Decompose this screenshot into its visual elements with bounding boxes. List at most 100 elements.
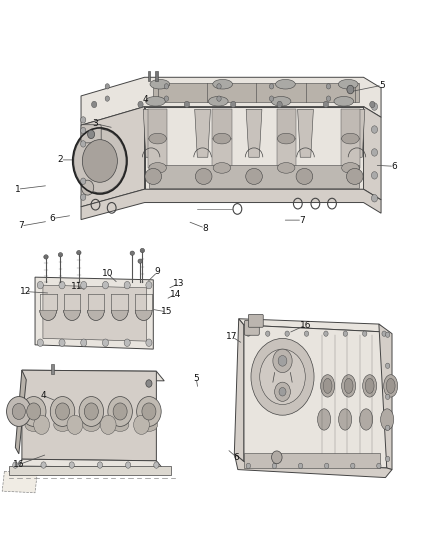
Circle shape	[146, 281, 152, 289]
Circle shape	[251, 338, 314, 415]
Polygon shape	[145, 107, 364, 189]
Text: 17: 17	[226, 333, 238, 341]
Polygon shape	[297, 109, 314, 157]
Ellipse shape	[150, 79, 170, 89]
Circle shape	[377, 463, 381, 469]
Circle shape	[265, 331, 270, 336]
Circle shape	[21, 397, 46, 426]
Ellipse shape	[54, 418, 71, 432]
Bar	[148, 109, 167, 139]
Circle shape	[154, 462, 159, 468]
Ellipse shape	[130, 251, 134, 255]
Circle shape	[79, 397, 103, 426]
Bar	[341, 139, 360, 168]
Circle shape	[88, 130, 95, 139]
Circle shape	[370, 101, 375, 108]
Circle shape	[74, 129, 126, 193]
Wedge shape	[88, 310, 104, 320]
Circle shape	[81, 178, 86, 184]
Ellipse shape	[140, 248, 145, 253]
Bar	[276, 109, 296, 139]
Text: 13: 13	[173, 279, 184, 288]
Ellipse shape	[365, 378, 374, 393]
Circle shape	[92, 101, 97, 108]
FancyBboxPatch shape	[244, 320, 259, 335]
Circle shape	[385, 425, 390, 431]
Circle shape	[102, 281, 109, 289]
Circle shape	[105, 96, 110, 101]
Text: 10: 10	[102, 269, 113, 278]
Circle shape	[385, 456, 390, 462]
Circle shape	[84, 403, 98, 420]
Circle shape	[124, 339, 130, 346]
Polygon shape	[35, 277, 153, 349]
Circle shape	[382, 331, 386, 336]
Ellipse shape	[44, 255, 48, 259]
Circle shape	[81, 194, 86, 200]
Polygon shape	[244, 325, 387, 468]
Polygon shape	[43, 285, 147, 341]
Ellipse shape	[363, 375, 377, 397]
Polygon shape	[234, 319, 244, 462]
Circle shape	[371, 126, 378, 133]
Circle shape	[12, 403, 25, 419]
Ellipse shape	[321, 375, 335, 397]
Bar	[51, 364, 54, 374]
Circle shape	[371, 149, 378, 156]
Bar	[9, 466, 171, 475]
Text: 4: 4	[40, 391, 46, 400]
Circle shape	[324, 331, 328, 336]
FancyBboxPatch shape	[248, 314, 263, 327]
Circle shape	[363, 331, 367, 336]
Circle shape	[102, 339, 109, 346]
Polygon shape	[246, 109, 262, 157]
Text: 12: 12	[20, 287, 31, 296]
Polygon shape	[22, 370, 156, 461]
Circle shape	[50, 397, 75, 426]
Ellipse shape	[213, 79, 233, 89]
Circle shape	[275, 382, 290, 401]
Wedge shape	[40, 310, 57, 320]
Polygon shape	[20, 459, 162, 468]
Text: 7: 7	[18, 222, 24, 230]
Circle shape	[184, 101, 190, 108]
Circle shape	[246, 331, 251, 336]
Circle shape	[217, 84, 221, 89]
Polygon shape	[349, 109, 365, 157]
Polygon shape	[2, 471, 37, 492]
Text: 15: 15	[161, 308, 172, 316]
Circle shape	[269, 84, 274, 89]
Circle shape	[285, 331, 290, 336]
Text: 7: 7	[299, 216, 305, 224]
Circle shape	[108, 397, 132, 426]
Circle shape	[371, 172, 378, 179]
Circle shape	[69, 462, 74, 468]
Text: 8: 8	[202, 224, 208, 232]
Text: 11: 11	[71, 282, 82, 290]
Circle shape	[81, 141, 86, 147]
Circle shape	[97, 462, 102, 468]
Circle shape	[37, 339, 43, 346]
Circle shape	[371, 103, 378, 110]
Circle shape	[272, 463, 277, 469]
Polygon shape	[15, 370, 26, 454]
Ellipse shape	[140, 418, 158, 432]
Polygon shape	[234, 454, 392, 478]
Ellipse shape	[58, 253, 63, 257]
FancyBboxPatch shape	[81, 125, 101, 143]
Ellipse shape	[339, 409, 352, 430]
Ellipse shape	[25, 418, 42, 432]
Polygon shape	[239, 319, 387, 332]
Ellipse shape	[246, 168, 262, 184]
Text: 1: 1	[14, 185, 21, 193]
Circle shape	[278, 356, 287, 366]
Circle shape	[81, 127, 86, 134]
Polygon shape	[22, 370, 164, 381]
Circle shape	[113, 403, 127, 420]
Ellipse shape	[342, 133, 359, 144]
Circle shape	[81, 339, 87, 346]
Circle shape	[326, 96, 331, 101]
Text: 14: 14	[170, 290, 181, 298]
Ellipse shape	[138, 259, 142, 263]
Circle shape	[272, 451, 282, 464]
